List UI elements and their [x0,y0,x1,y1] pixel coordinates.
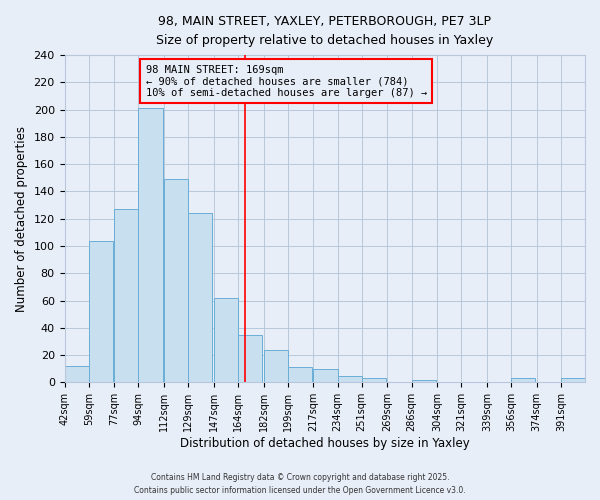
Title: 98, MAIN STREET, YAXLEY, PETERBOROUGH, PE7 3LP
Size of property relative to deta: 98, MAIN STREET, YAXLEY, PETERBOROUGH, P… [156,15,493,47]
Bar [89,240,113,382]
Bar [362,378,386,382]
Bar [412,380,436,382]
Text: 98 MAIN STREET: 169sqm
← 90% of detached houses are smaller (784)
10% of semi-de: 98 MAIN STREET: 169sqm ← 90% of detached… [146,64,427,98]
Bar [164,179,188,382]
Bar [65,366,89,382]
Bar [561,378,585,382]
Y-axis label: Number of detached properties: Number of detached properties [15,126,28,312]
Bar [114,209,139,382]
Bar [338,376,362,382]
X-axis label: Distribution of detached houses by size in Yaxley: Distribution of detached houses by size … [180,437,470,450]
Text: Contains HM Land Registry data © Crown copyright and database right 2025.
Contai: Contains HM Land Registry data © Crown c… [134,474,466,495]
Bar [263,350,288,382]
Bar [139,108,163,382]
Bar [313,368,338,382]
Bar [238,334,262,382]
Bar [214,298,238,382]
Bar [288,368,312,382]
Bar [511,378,535,382]
Bar [188,214,212,382]
